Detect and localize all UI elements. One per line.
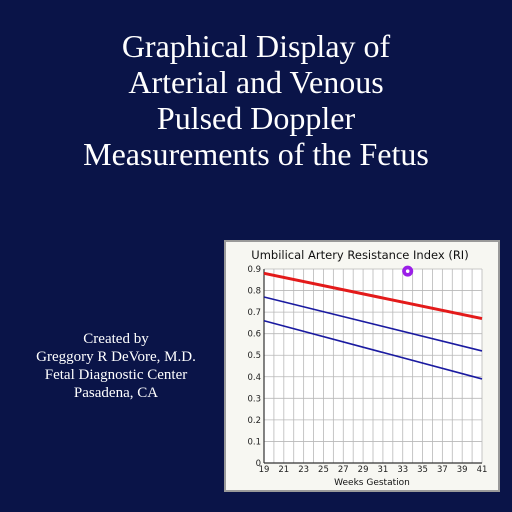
- y-tick-label: 0.3: [247, 394, 261, 404]
- x-tick-label: 23: [298, 465, 309, 475]
- x-tick-label: 25: [318, 465, 329, 475]
- credit-line: Created by: [83, 331, 149, 347]
- author-credits: Created by Greggory R DeVore, M.D. Fetal…: [2, 330, 230, 402]
- title-line: Pulsed Doppler: [156, 100, 356, 136]
- credit-line: Fetal Diagnostic Center: [44, 367, 188, 383]
- x-tick-label: 31: [377, 465, 388, 475]
- x-axis-label: Weeks Gestation: [334, 478, 410, 488]
- slide-title: Graphical Display of Arterial and Venous…: [0, 28, 512, 172]
- chart-svg: Umbilical Artery Resistance Index (RI) 0…: [247, 248, 487, 488]
- title-line: Graphical Display of: [121, 28, 391, 64]
- x-tick-label: 19: [259, 465, 270, 475]
- title-line: Measurements of the Fetus: [83, 136, 429, 172]
- credit-line: Pasadena, CA: [73, 385, 159, 401]
- series-line: [263, 319, 483, 380]
- x-tick-label: 39: [457, 465, 468, 475]
- x-tick-label: 41: [477, 465, 488, 475]
- title-line: Arterial and Venous: [128, 64, 384, 100]
- chart-title: Umbilical Artery Resistance Index (RI): [251, 248, 468, 262]
- x-tick-label: 33: [397, 465, 408, 475]
- y-tick-label: 0.5: [247, 351, 261, 361]
- credit-line: Greggory R DeVore, M.D.: [36, 349, 196, 365]
- series-layer: [263, 265, 483, 380]
- x-tick-label: 37: [437, 465, 448, 475]
- y-tick-label: 0.6: [247, 330, 261, 340]
- x-tick-label: 35: [417, 465, 428, 475]
- x-tick-label: 29: [358, 465, 369, 475]
- series-line: [263, 271, 483, 321]
- y-tick-label: 0.4: [247, 373, 261, 383]
- series-line: [263, 296, 483, 352]
- x-tick-label: 27: [338, 465, 349, 475]
- chart-panel: Umbilical Artery Resistance Index (RI) 0…: [224, 240, 500, 492]
- y-tick-label: 0.8: [247, 287, 261, 297]
- y-tick-label: 0.2: [247, 416, 261, 426]
- y-tick-label: 0.7: [247, 308, 261, 318]
- y-tick-label: 0: [256, 459, 261, 469]
- axis-layer: [263, 269, 482, 464]
- tick-layer: 0 0.1 0.2 0.3 0.4 0.5 0.6 0.7 0.8 0.9 19 21 23 25 27 29…: [247, 265, 487, 475]
- grid-layer: [263, 268, 483, 464]
- x-tick-label: 21: [278, 465, 289, 475]
- y-tick-label: 0.9: [247, 265, 261, 275]
- data-point-center: [405, 269, 410, 273]
- y-tick-label: 0.1: [247, 437, 261, 447]
